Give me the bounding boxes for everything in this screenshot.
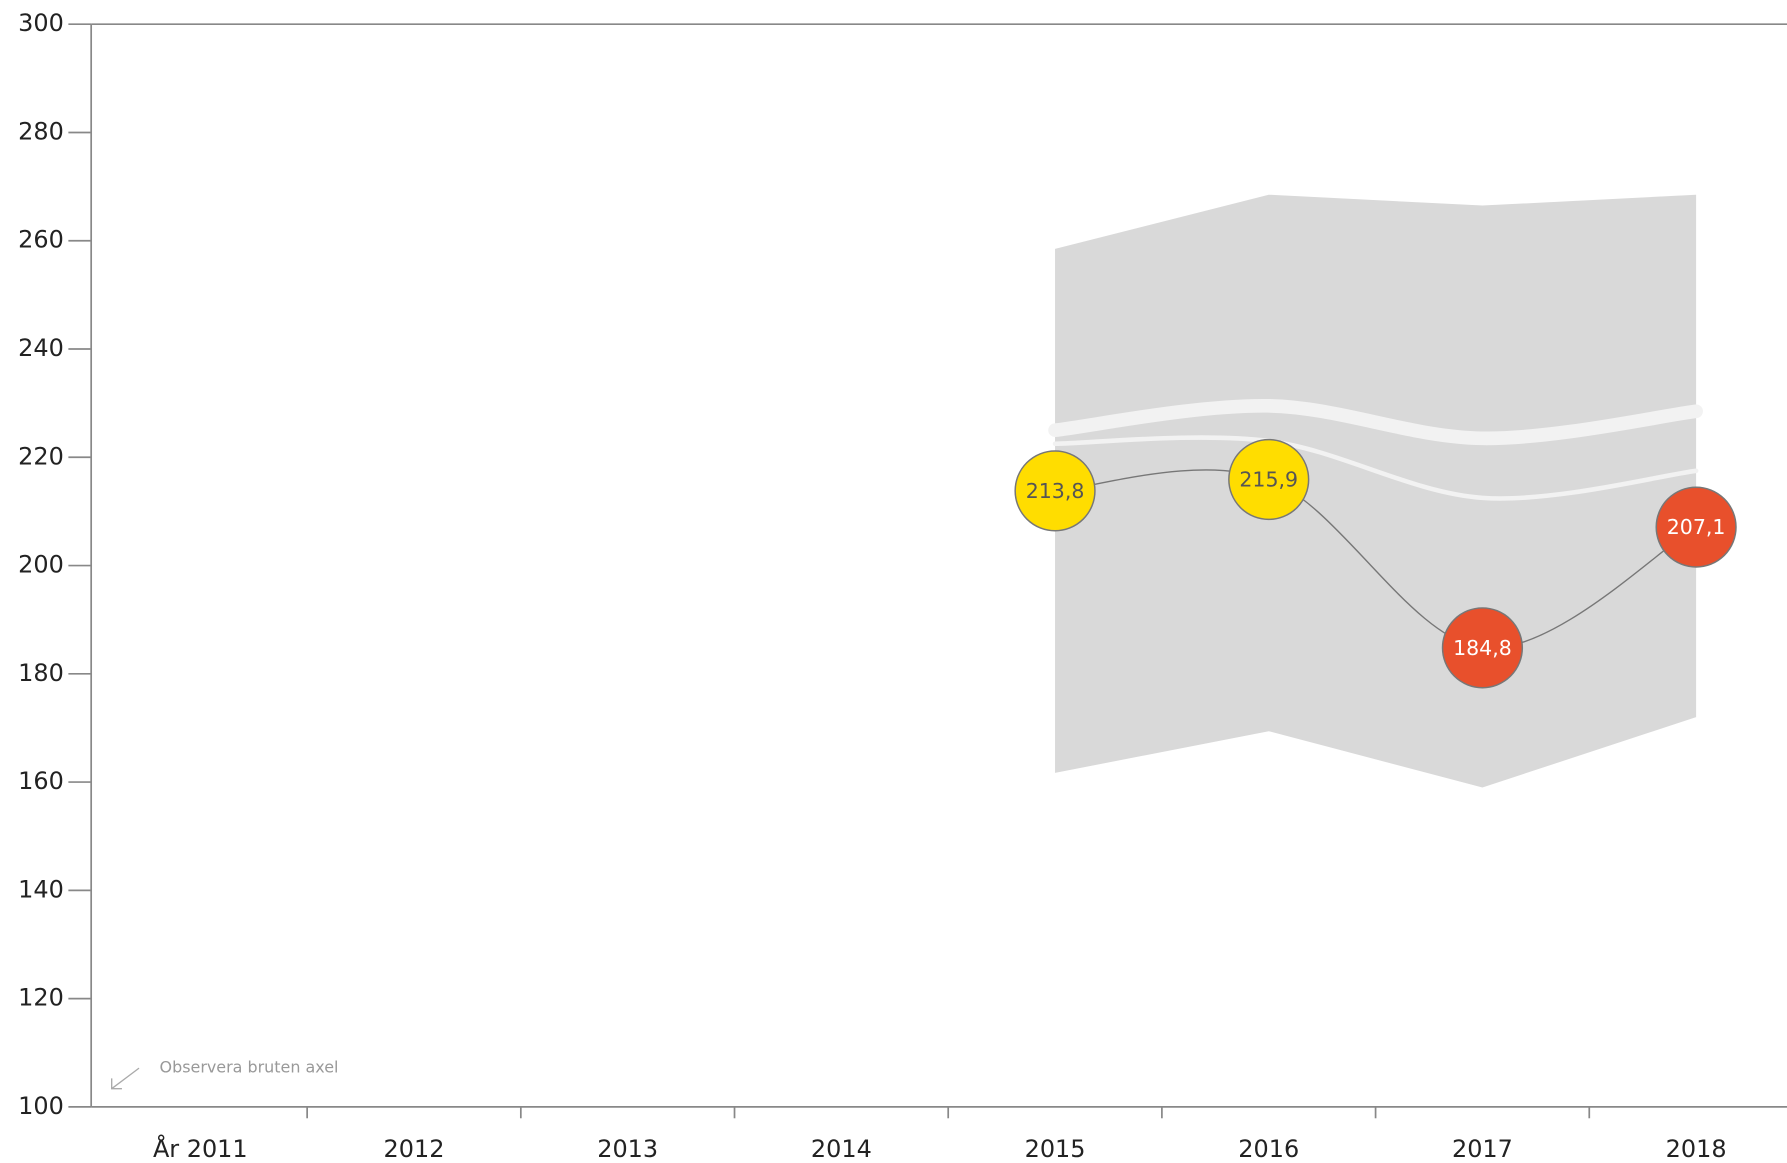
data-label: 207,1 [1667,515,1726,539]
data-point [1014,450,1096,532]
x-tick-label: 2012 [384,1135,445,1163]
y-tick-label: 120 [18,984,64,1012]
annotation: Observera bruten axel [160,1058,339,1077]
y-tick-label: 200 [18,551,64,579]
data-point [1228,438,1310,521]
y-tick-label: 180 [18,659,64,687]
x-tick-label: 2014 [811,1135,872,1163]
annotation-arrow [111,1067,140,1090]
annotation-arrow-head [111,1078,122,1090]
y-tick-label: 300 [18,9,64,37]
y-tick-label: 160 [18,767,64,795]
x-tick-label: 2013 [597,1135,658,1163]
x-tick-label: 2015 [1025,1135,1086,1163]
y-tick-label: 100 [18,1092,64,1120]
y-tick-label: 240 [18,334,64,362]
y-tick-label: 280 [18,117,64,145]
x-tick-label: År 2011 [153,1134,248,1163]
reference-line [1048,399,1703,446]
data-label: 215,9 [1239,468,1298,492]
x-tick-label: 2018 [1666,1135,1727,1163]
data-point [1441,607,1524,689]
reference-line [1052,435,1699,501]
y-tick-label: 140 [18,875,64,903]
series-line [1055,469,1697,649]
data-label: 184,8 [1453,636,1512,660]
x-tick-label: 2016 [1238,1135,1299,1163]
y-tick-label: 260 [18,226,64,254]
y-tick-label: 220 [18,442,64,470]
data-point [1655,486,1737,568]
data-label: 213,8 [1026,479,1085,503]
x-tick-label: 2017 [1452,1135,1513,1163]
range-band [1055,194,1697,788]
